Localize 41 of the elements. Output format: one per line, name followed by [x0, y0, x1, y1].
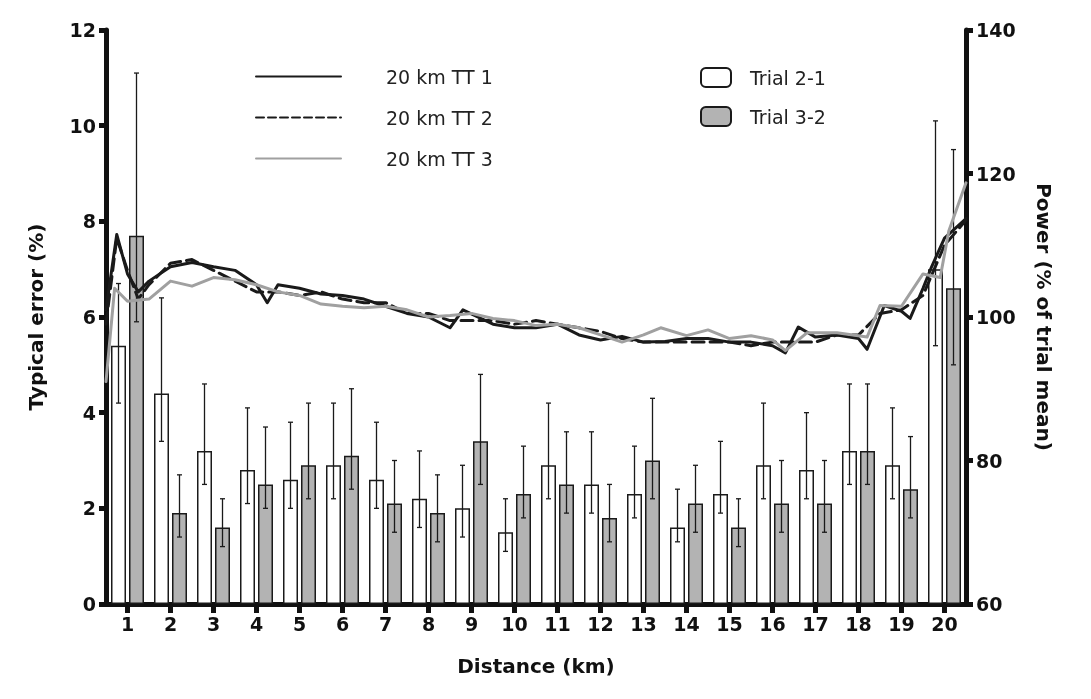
y-tick-label: 4 [82, 401, 96, 424]
y-axis-title: Typical error (%) [24, 223, 48, 411]
y2-tick-label: 60 [976, 593, 1003, 615]
x-tick-label: 14 [673, 612, 700, 635]
x-tick-label: 10 [501, 612, 528, 635]
x-tick-label: 1 [120, 612, 135, 635]
x-tick-label: 20 [931, 612, 958, 635]
x-tick-label: 6 [335, 612, 350, 635]
y-tick-label: 8 [82, 210, 96, 233]
y2-tick-label: 140 [976, 19, 1016, 41]
x-tick-label: 11 [544, 612, 571, 635]
x-tick-label: 12 [587, 612, 614, 635]
x-tick-label: 4 [249, 612, 264, 635]
y-tick-label: 6 [82, 306, 96, 328]
x-tick-label: 7 [378, 612, 393, 635]
x-tick-label: 18 [845, 612, 872, 635]
y-tick-label: 0 [82, 593, 96, 615]
y2-tick-label: 80 [976, 449, 1003, 472]
x-tick-label: 5 [292, 612, 307, 635]
x-tick-label: 13 [630, 612, 657, 635]
y-tick-label: 2 [82, 497, 96, 520]
legend-label: Trial 3-2 [749, 105, 826, 128]
x-tick-label: 16 [759, 612, 786, 635]
x-tick-label: 8 [421, 612, 436, 635]
y2-tick-label: 120 [976, 162, 1016, 185]
legend-label: Trial 2-1 [749, 66, 826, 89]
y2-tick-label: 100 [976, 306, 1016, 328]
x-tick-label: 17 [802, 612, 829, 635]
x-tick-label: 15 [716, 612, 743, 635]
x-axis-title: Distance (km) [457, 654, 615, 678]
legend-label: 20 km TT 2 [386, 106, 493, 129]
x-tick-label: 9 [464, 612, 479, 635]
y-tick-label: 12 [69, 19, 96, 41]
y-tick-label: 10 [69, 114, 96, 137]
x-tick-label: 2 [163, 612, 178, 635]
x-tick-label: 3 [206, 612, 221, 635]
line-series [104, 181, 968, 384]
y2-axis-title: Power (% of trial mean) [1032, 183, 1056, 451]
legend-label: 20 km TT 3 [386, 147, 493, 170]
legend-label: 20 km TT 1 [386, 65, 493, 88]
x-tick-label: 19 [888, 612, 915, 635]
